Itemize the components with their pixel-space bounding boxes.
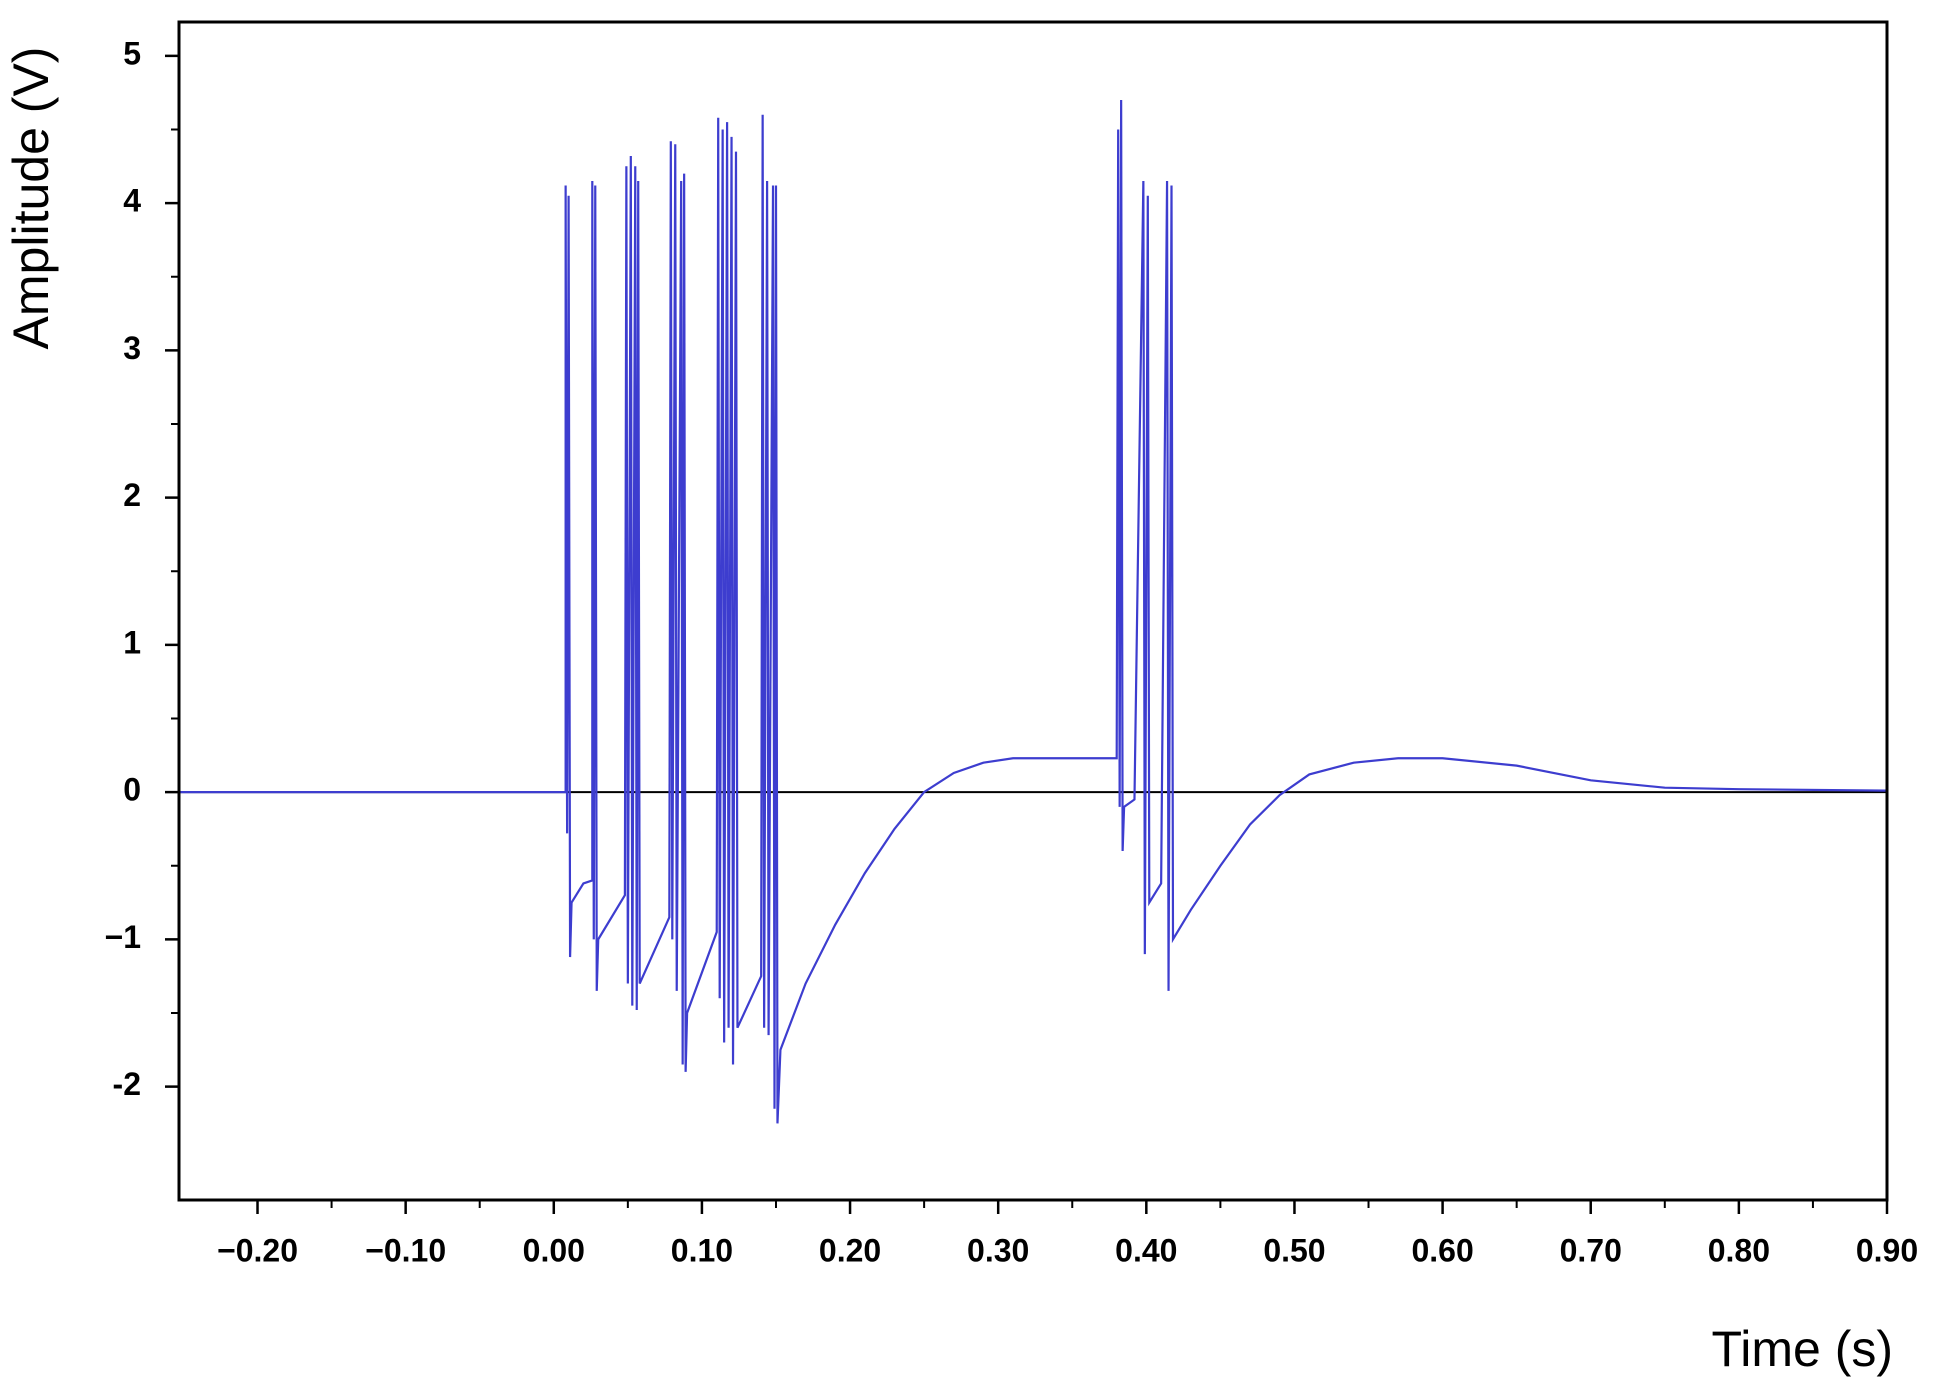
plot-frame [177, 20, 1889, 1202]
y-tick-label: 0 [123, 772, 141, 808]
x-tick-label: 0.10 [671, 1232, 733, 1268]
x-tick-label: 0.40 [1115, 1232, 1177, 1268]
x-tick-label: −0.20 [217, 1232, 298, 1268]
y-tick-label: 4 [123, 183, 141, 219]
y-tick-label: −1 [105, 919, 141, 955]
y-tick-label: -2 [113, 1066, 141, 1102]
y-tick-label: 3 [123, 330, 141, 366]
x-tick-label: 0.30 [967, 1232, 1029, 1268]
x-tick-label: −0.10 [365, 1232, 446, 1268]
x-tick-label: 0.60 [1411, 1232, 1473, 1268]
y-tick-label: 2 [123, 477, 141, 513]
x-axis-title: Time (s) [1712, 1321, 1893, 1377]
x-tick-label: 0.00 [523, 1232, 585, 1268]
y-axis-title: Amplitude (V) [3, 47, 59, 350]
x-tick-label: 0.70 [1560, 1232, 1622, 1268]
x-tick-label: 0.20 [819, 1232, 881, 1268]
y-tick-label: 5 [123, 35, 141, 71]
x-tick-label: 0.50 [1263, 1232, 1325, 1268]
x-tick-label: 0.90 [1856, 1232, 1918, 1268]
x-tick-label: 0.80 [1708, 1232, 1770, 1268]
y-tick-label: 1 [123, 624, 141, 660]
signal-line [179, 100, 1888, 1124]
